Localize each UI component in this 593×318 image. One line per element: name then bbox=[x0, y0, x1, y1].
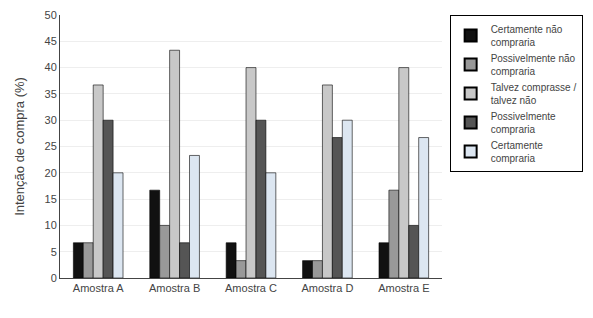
svg-text:45: 45 bbox=[45, 35, 57, 47]
svg-text:Intenção de compra (%): Intenção de compra (%) bbox=[12, 77, 27, 216]
svg-text:Certamente nãocompraria: Certamente nãocompraria bbox=[491, 24, 563, 48]
svg-text:Amostra B: Amostra B bbox=[149, 282, 200, 294]
svg-text:35: 35 bbox=[45, 88, 57, 100]
svg-text:25: 25 bbox=[45, 140, 57, 152]
svg-text:10: 10 bbox=[45, 219, 57, 231]
svg-text:Possivelmente nãocompraria: Possivelmente nãocompraria bbox=[491, 53, 576, 77]
svg-text:Amostra E: Amostra E bbox=[378, 282, 429, 294]
svg-text:Possivelmentecompraria: Possivelmentecompraria bbox=[491, 111, 556, 135]
svg-text:Talvez comprasse /talvez não: Talvez comprasse /talvez não bbox=[491, 82, 577, 106]
svg-text:30: 30 bbox=[45, 114, 57, 126]
svg-text:0: 0 bbox=[51, 272, 57, 284]
svg-text:20: 20 bbox=[45, 167, 57, 179]
svg-text:Amostra C: Amostra C bbox=[225, 282, 277, 294]
svg-text:15: 15 bbox=[45, 193, 57, 205]
svg-text:40: 40 bbox=[45, 61, 57, 73]
svg-text:5: 5 bbox=[51, 246, 57, 258]
svg-text:Amostra A: Amostra A bbox=[73, 282, 124, 294]
svg-text:Certamentecompraria: Certamentecompraria bbox=[491, 140, 544, 164]
svg-text:Amostra D: Amostra D bbox=[301, 282, 353, 294]
svg-text:50: 50 bbox=[45, 9, 57, 21]
